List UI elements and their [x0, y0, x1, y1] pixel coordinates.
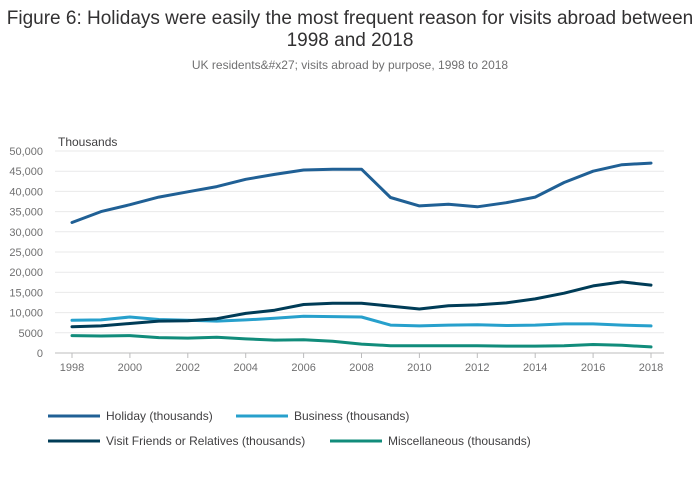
series-line-1[interactable]: [70, 161, 653, 224]
y-tick-label: 25,000: [9, 247, 43, 259]
x-tick-label: 1998: [60, 362, 84, 374]
y-tick-label: 35,000: [9, 207, 43, 219]
x-tick-label: 2010: [407, 362, 431, 374]
x-tick-label: 2004: [233, 362, 257, 374]
y-tick-label: 5000: [19, 328, 43, 340]
y-tick-label: 30,000: [9, 227, 43, 239]
legend-label[interactable]: Business (thousands): [294, 409, 409, 423]
legend-label[interactable]: Holiday (thousands): [106, 409, 213, 423]
series-lines: [70, 161, 653, 349]
legend: Holiday (thousands) Business (thousands) V…: [48, 409, 531, 448]
legend-label[interactable]: Visit Friends or Relatives (thousands): [106, 434, 305, 448]
y-tick-label: 15,000: [9, 287, 43, 299]
chart-subtitle: UK residents&#x27; visits abroad by purp…: [191, 58, 509, 72]
y-tick-label: 0: [37, 348, 43, 360]
y-tick-label: 10,000: [9, 308, 43, 320]
x-tick-label: 2002: [176, 362, 200, 374]
y-axis-label: Thousands: [58, 135, 117, 149]
x-tick-label: 2006: [291, 362, 315, 374]
legend-label[interactable]: Miscellaneous (thousands): [388, 434, 531, 448]
axes: 0 5000 10,000 15,000 20,000 25,000 30,000 35,00…: [9, 146, 663, 374]
x-tick-label: 2000: [118, 362, 142, 374]
x-tick-label: 2018: [639, 362, 663, 374]
gridlines: [55, 150, 664, 354]
chart-title: Figure 6: Holidays were easily the most …: [6, 8, 694, 51]
y-tick-label: 50,000: [9, 146, 43, 158]
x-tick-label: 2012: [465, 362, 489, 374]
x-tick-label: 2008: [349, 362, 373, 374]
y-tick-label: 20,000: [9, 267, 43, 279]
x-tick-label: 2014: [523, 362, 547, 374]
series-line-4[interactable]: [70, 334, 653, 349]
series-line-3[interactable]: [70, 280, 653, 329]
y-tick-label: 40,000: [9, 186, 43, 198]
y-tick-label: 45,000: [9, 166, 43, 178]
x-tick-label: 2016: [581, 362, 605, 374]
